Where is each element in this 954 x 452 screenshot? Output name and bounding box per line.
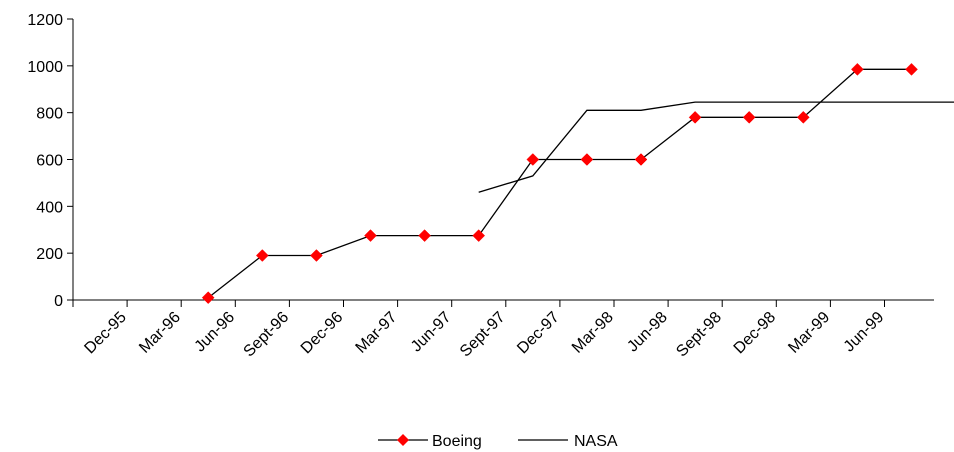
data-point-boeing	[201, 291, 215, 305]
data-point-boeing	[526, 153, 540, 166]
y-tick-label: 1200	[27, 12, 63, 29]
data-point-boeing	[851, 62, 864, 76]
x-tick-label: Jun-98	[624, 309, 671, 356]
x-tick-label: Mar-98	[569, 309, 617, 357]
data-point-boeing	[255, 249, 269, 262]
x-tick-label: Dec-97	[514, 309, 563, 358]
data-point-boeing	[472, 229, 486, 242]
chart-legend: Boeing NASA	[378, 433, 618, 450]
legend-label-boeing: Boeing	[432, 433, 482, 450]
x-tick-label: Sept-97	[457, 309, 509, 361]
legend-marker-boeing	[397, 434, 409, 446]
x-tick-label: Dec-96	[298, 309, 347, 358]
data-point-boeing	[742, 110, 756, 124]
x-tick-label: Dec-95	[81, 309, 130, 358]
x-tick-label: Dec-98	[731, 309, 780, 358]
x-tick-label: Jun-99	[841, 309, 888, 356]
y-tick-label: 200	[36, 246, 63, 263]
y-tick-label: 400	[36, 199, 63, 216]
x-tick-label: Sept-96	[241, 309, 293, 361]
data-point-boeing	[688, 110, 702, 124]
legend-label-nasa: NASA	[574, 433, 618, 450]
x-tick-label: Mar-96	[136, 309, 184, 357]
y-tick-label: 600	[36, 153, 63, 170]
x-tick-label: Jun-96	[192, 309, 239, 356]
y-tick-label: 0	[54, 293, 63, 310]
y-tick-label: 1000	[27, 59, 63, 76]
data-point-boeing	[905, 62, 918, 76]
x-tick-label: Jun-97	[408, 309, 455, 356]
x-tick-label: Mar-97	[353, 309, 401, 357]
x-tick-label: Mar-99	[785, 309, 833, 357]
data-point-boeing	[310, 249, 323, 262]
x-tick-label: Sept-98	[673, 309, 725, 361]
data-point-boeing	[634, 153, 648, 166]
series-boeing	[201, 62, 918, 305]
chart-series	[201, 62, 954, 305]
data-point-boeing	[580, 153, 594, 166]
data-point-boeing	[796, 110, 810, 124]
series-line-boeing	[207, 68, 912, 299]
series-line-nasa	[478, 101, 954, 193]
series-nasa	[478, 101, 954, 193]
data-point-boeing	[418, 229, 431, 242]
y-tick-label: 800	[36, 106, 63, 123]
data-point-boeing	[364, 229, 377, 242]
